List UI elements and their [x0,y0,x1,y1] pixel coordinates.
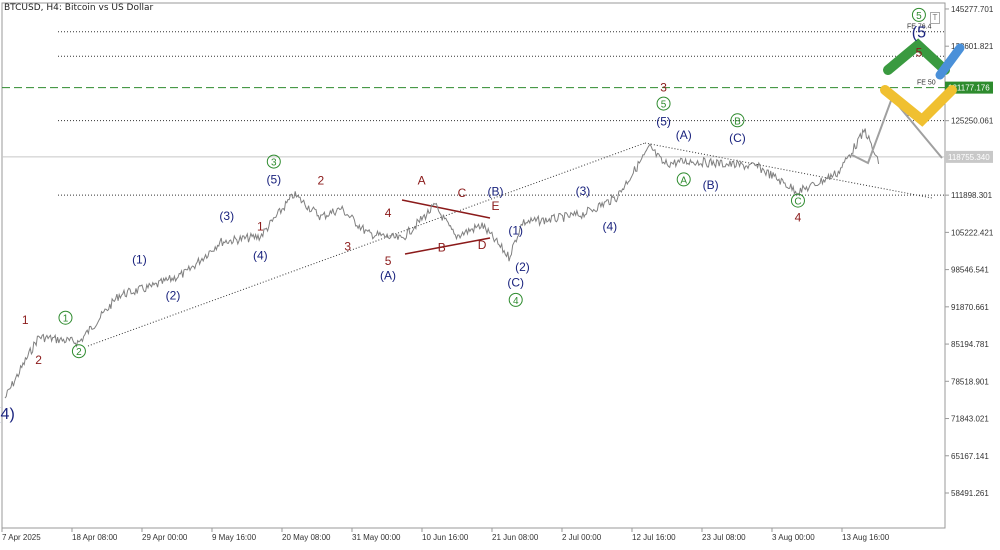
triangle-upper [401,199,491,219]
wave-label: 2 [35,353,42,367]
wave-label-circle [656,96,671,111]
current-price-badge [945,150,993,163]
current-price-label: 118755.340 [948,153,990,162]
wave-label: 1 [63,314,69,325]
price-axis-label: 65167.141 [951,452,989,461]
wave-label: B [438,240,446,254]
wave-label: E [492,199,500,213]
wave-label: (4) [0,406,15,423]
price-axis-label: 105222.421 [951,228,994,237]
price-axis-label: 58491.261 [951,489,989,498]
symbol-title: BTCUSD, H4: Bitcoin vs US Dollar [4,3,154,13]
chart-corner-button[interactable]: T [930,12,940,24]
time-axis-label: 3 Aug 00:00 [772,533,815,542]
wave-label: (3) [219,209,234,223]
wave-label: (4) [253,248,268,262]
time-axis-label: 7 Apr 2025 [2,533,41,542]
wave-label: 3 [344,239,351,253]
price-axis-label: 91870.661 [951,303,989,312]
price-axis-label: 85194.781 [951,340,989,349]
wave-label-circle [266,154,281,169]
time-axis-label: 12 Jul 16:00 [632,533,676,542]
wave-label: (5 [912,24,926,41]
wave-label-circle [790,193,805,208]
trendline-upper [644,142,933,199]
wave-label: B [734,116,741,127]
wave-label: (5) [266,172,281,186]
wave-label: 4 [513,296,519,307]
wave-label: (A) [676,128,692,142]
wave-label: (4) [602,219,617,233]
time-axis-label: 13 Aug 16:00 [842,533,890,542]
wave-label: 3 [271,158,277,169]
price-axis-label: 98546.541 [951,266,989,275]
triangle-lower [404,237,491,255]
logo-green-stroke [883,38,950,75]
price-line [4,128,880,399]
price-axis-label: 145277.701 [951,5,994,14]
wave-label: D [478,238,487,252]
time-axis-label: 29 Apr 00:00 [142,533,188,542]
wave-label: (1) [508,224,523,238]
wave-label: (C) [507,276,524,290]
wave-label: 5 [661,100,667,111]
time-axis-label: 20 May 08:00 [282,533,331,542]
plot-frame [1,2,946,529]
wave-label: (A) [380,268,396,282]
wave-label: C [794,197,801,208]
logo-yellow-stroke [880,85,957,127]
wave-label: 5 [916,11,922,22]
wave-label: 2 [76,347,82,358]
wave-label: (C) [729,131,746,145]
wave-label: 3 [660,80,667,94]
trendline-lower [87,142,646,347]
wave-label: (5) [656,114,671,128]
wave-label: (B) [488,185,504,199]
wave-label-circle [911,7,926,22]
wave-label-circle [58,310,73,325]
wave-label: A [680,175,687,186]
time-axis-label: 31 May 00:00 [352,533,401,542]
wave-label: (2) [166,288,181,302]
wave-label: 4 [385,206,392,220]
time-axis-label: 23 Jul 08:00 [702,533,746,542]
price-axis-label: 125250.061 [951,117,994,126]
price-axis-label: 138601.821 [951,42,994,51]
time-axis-label: 9 May 16:00 [212,533,257,542]
forecast-path [851,96,943,165]
time-axis-label: 2 Jul 00:00 [562,533,602,542]
wave-label: C [458,186,467,200]
wave-label-circle [676,172,691,187]
time-axis-label: 10 Jun 16:00 [422,533,469,542]
wave-label: 5 [385,254,392,268]
fib-label: FE 76.4 [907,24,932,31]
wave-label: 2 [317,174,324,188]
wave-label: (1) [132,253,147,267]
logo-blue-stroke [935,43,965,80]
price-axis-label: 71843.021 [951,415,989,424]
wave-label: (3) [576,184,591,198]
wave-label: (2) [515,260,530,274]
wave-label: 1 [257,219,264,233]
level-price-label: 131177.176 [948,84,990,93]
wave-label: 1 [22,313,29,327]
price-axis-label: 111898.301 [951,191,993,200]
wave-label: 5 [916,45,923,59]
price-axis-label: 78518.901 [951,377,989,386]
wave-label: (B) [703,178,719,192]
wave-label-circle [71,344,86,359]
wave-label-circle [730,113,745,128]
fib-label: FE 50 [917,80,936,87]
time-axis-label: 21 Jun 08:00 [492,533,539,542]
level-price-badge [945,81,993,94]
time-axis-label: 18 Apr 08:00 [72,533,118,542]
wave-label: A [418,174,426,188]
wave-label: 4 [795,210,802,224]
wave-label-circle [508,292,523,307]
